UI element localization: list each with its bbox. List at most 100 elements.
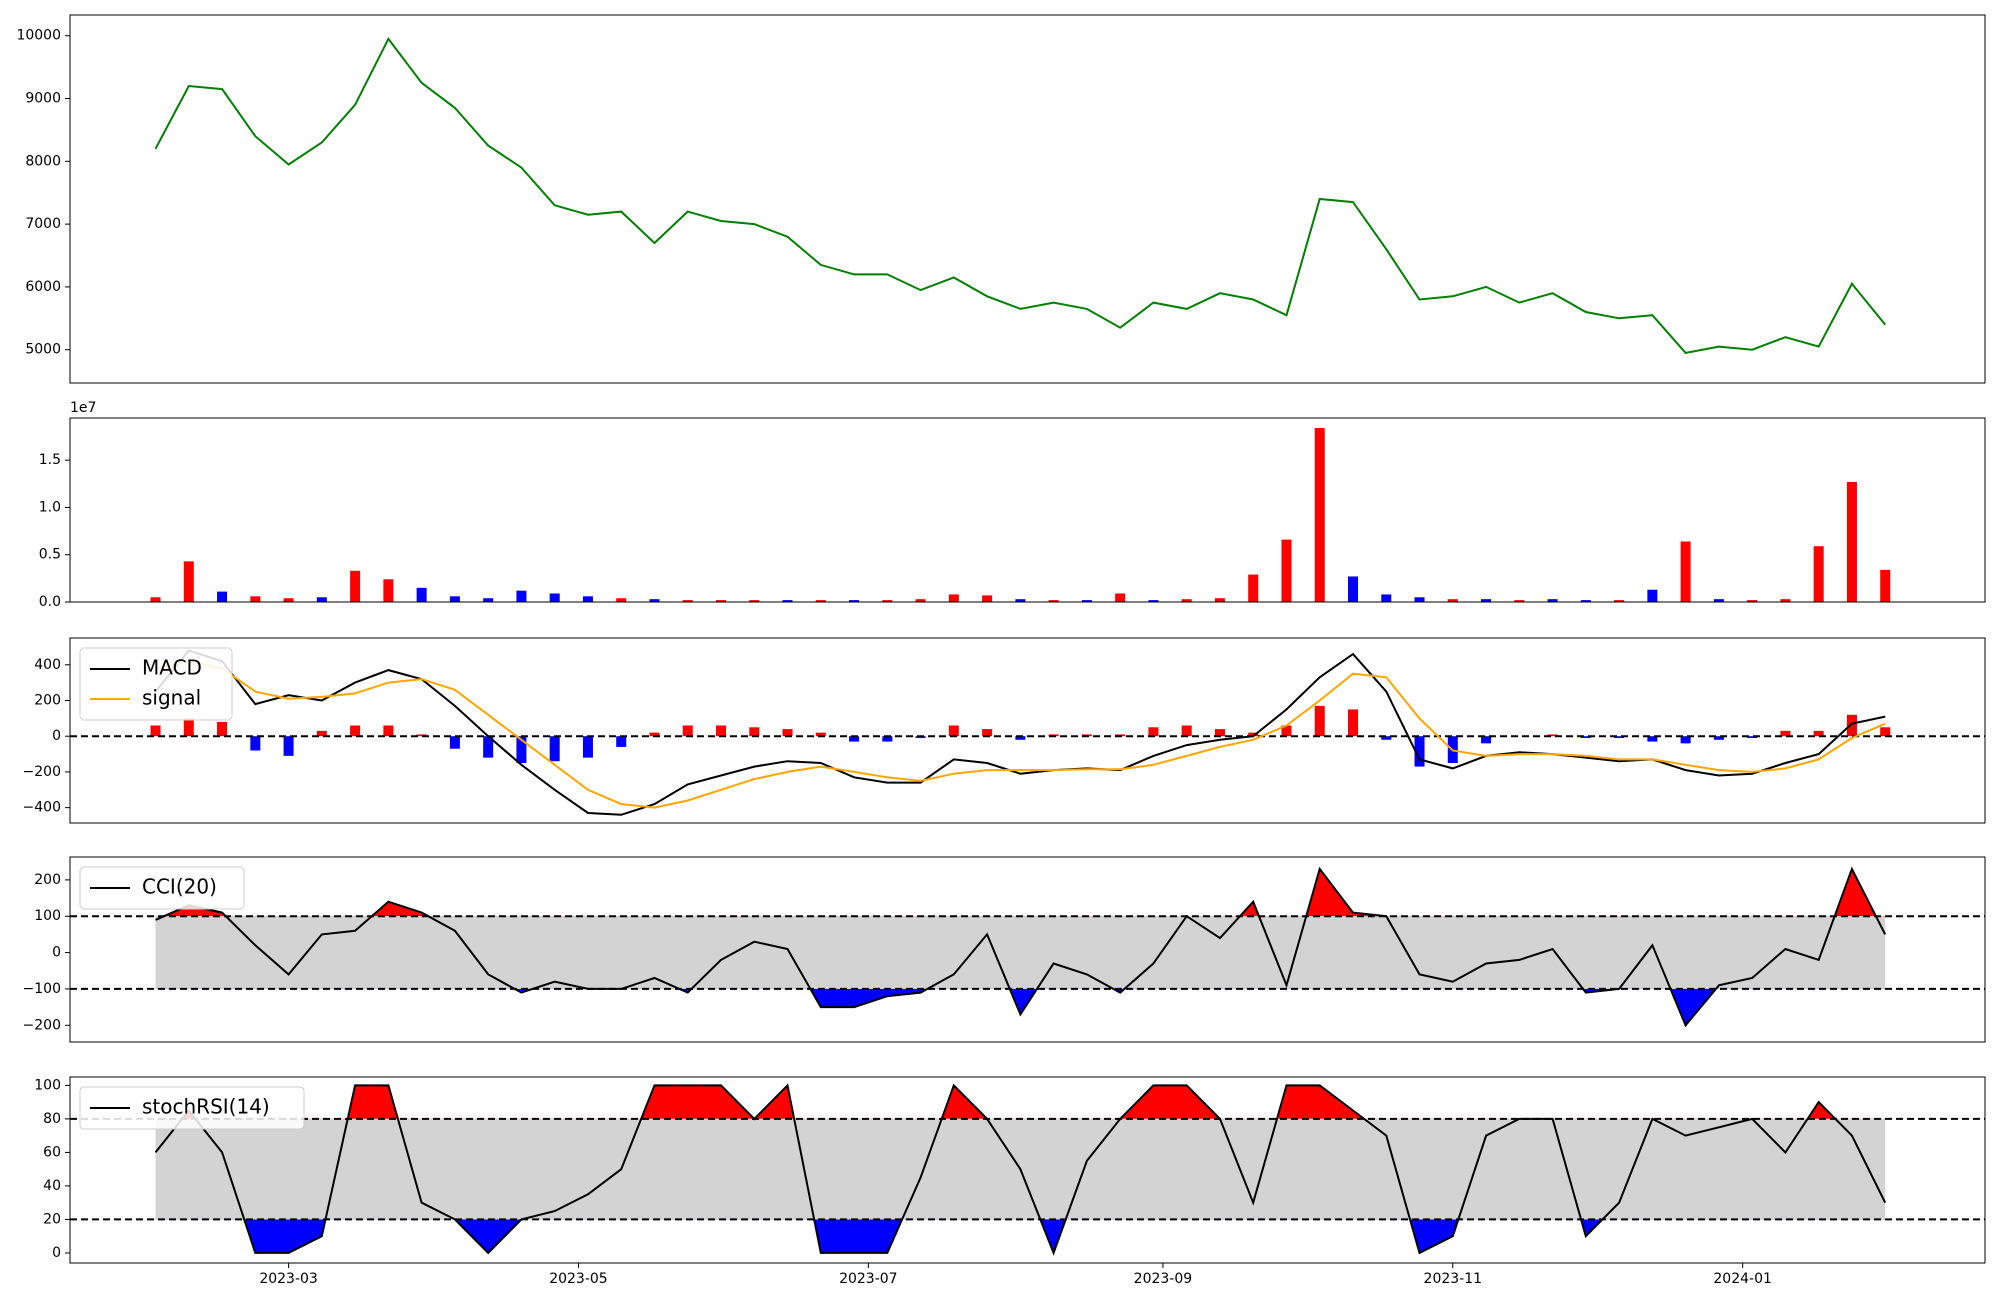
bar bbox=[882, 736, 893, 742]
bar bbox=[516, 736, 527, 763]
y-tick-label: 10000 bbox=[16, 28, 61, 44]
y-tick-label: 100 bbox=[34, 908, 61, 924]
bar bbox=[1747, 736, 1758, 738]
bar bbox=[483, 598, 494, 602]
bar bbox=[1780, 599, 1791, 602]
y-tick-label: −200 bbox=[23, 764, 61, 780]
y-tick-label: 0 bbox=[52, 1245, 61, 1261]
plot-frame bbox=[69, 856, 1986, 1043]
bar bbox=[1647, 736, 1658, 742]
bar bbox=[1580, 736, 1591, 738]
bar bbox=[1048, 600, 1059, 602]
bar bbox=[682, 725, 693, 737]
y-tick-label: 5000 bbox=[25, 342, 61, 358]
bar bbox=[1614, 736, 1625, 738]
y-tick-label: 1.5 bbox=[39, 452, 61, 468]
bar bbox=[882, 600, 893, 602]
plot-frame bbox=[69, 417, 1986, 603]
bar bbox=[1414, 736, 1425, 767]
plot-frame bbox=[69, 1076, 1986, 1264]
x-tick-label: 2023-05 bbox=[549, 1271, 608, 1287]
bar bbox=[815, 600, 826, 602]
bar bbox=[1314, 428, 1325, 602]
bar bbox=[1015, 736, 1026, 740]
series-line bbox=[155, 660, 1886, 809]
bar bbox=[183, 718, 194, 737]
bar bbox=[383, 579, 394, 602]
legend-box bbox=[79, 1086, 305, 1130]
bar bbox=[649, 732, 660, 737]
x-tick-label: 2023-03 bbox=[259, 1271, 318, 1287]
bar bbox=[1813, 546, 1824, 602]
bar bbox=[1580, 600, 1591, 602]
bar bbox=[1481, 599, 1492, 602]
bar bbox=[549, 593, 560, 602]
legend-box bbox=[79, 647, 233, 721]
oversold-fill bbox=[155, 988, 1886, 1026]
bar bbox=[1214, 598, 1225, 602]
legend-label: signal bbox=[142, 686, 201, 710]
bar bbox=[316, 597, 327, 602]
legend-label: stochRSI(14) bbox=[142, 1095, 270, 1119]
bar bbox=[516, 590, 527, 602]
bar bbox=[1314, 705, 1325, 737]
y-tick-label: −400 bbox=[23, 800, 61, 816]
bar bbox=[782, 729, 793, 737]
bar bbox=[1680, 736, 1691, 744]
bar bbox=[749, 600, 760, 602]
bar bbox=[782, 600, 793, 602]
y-tick-label: 1.0 bbox=[39, 499, 61, 515]
bar bbox=[416, 734, 427, 737]
bar bbox=[849, 600, 860, 602]
bar bbox=[183, 561, 194, 602]
bar bbox=[1680, 541, 1691, 602]
bar bbox=[1880, 727, 1891, 737]
bar bbox=[383, 725, 394, 737]
y-tick-label: −100 bbox=[23, 981, 61, 997]
bar bbox=[616, 598, 627, 602]
bar bbox=[1148, 727, 1159, 737]
plot-frame bbox=[69, 14, 1986, 384]
y-tick-label: 400 bbox=[34, 657, 61, 673]
y-tick-label: 60 bbox=[43, 1144, 61, 1160]
y-tick-label: 9000 bbox=[25, 91, 61, 107]
y-tick-label: 200 bbox=[34, 693, 61, 709]
y-tick-label: −200 bbox=[23, 1017, 61, 1033]
y-tick-label: 8000 bbox=[25, 153, 61, 169]
bar bbox=[1248, 574, 1259, 602]
bar bbox=[1081, 600, 1092, 602]
bar bbox=[283, 598, 294, 602]
bar bbox=[1780, 730, 1791, 737]
bar bbox=[1115, 593, 1126, 602]
bar bbox=[849, 736, 860, 742]
x-tick-label: 2024-01 bbox=[1713, 1271, 1772, 1287]
series-line bbox=[154, 649, 1886, 816]
y-tick-label: 40 bbox=[43, 1178, 61, 1194]
bar bbox=[1880, 569, 1891, 602]
bar bbox=[150, 597, 161, 602]
bar bbox=[1381, 594, 1392, 602]
bar bbox=[1181, 599, 1192, 602]
bar bbox=[1547, 599, 1558, 602]
bar bbox=[1348, 709, 1359, 737]
series-line bbox=[154, 37, 1886, 354]
bar bbox=[1713, 599, 1724, 602]
bar bbox=[682, 600, 693, 602]
bar bbox=[948, 594, 959, 602]
bar bbox=[1181, 725, 1192, 737]
series-line bbox=[154, 1083, 1887, 1256]
bar bbox=[1015, 599, 1026, 602]
bar bbox=[217, 591, 228, 602]
x-tick-label: 2023-11 bbox=[1424, 1271, 1483, 1287]
y-tick-label: 0.0 bbox=[39, 594, 61, 610]
bar bbox=[982, 595, 993, 602]
bar bbox=[1248, 732, 1259, 737]
bar bbox=[416, 587, 427, 602]
threshold-band bbox=[155, 916, 1886, 989]
bar bbox=[1747, 600, 1758, 602]
bar bbox=[316, 730, 327, 737]
bar bbox=[217, 721, 228, 737]
bar bbox=[1481, 736, 1492, 744]
bar bbox=[549, 736, 560, 762]
y-tick-label: 20 bbox=[43, 1211, 61, 1227]
